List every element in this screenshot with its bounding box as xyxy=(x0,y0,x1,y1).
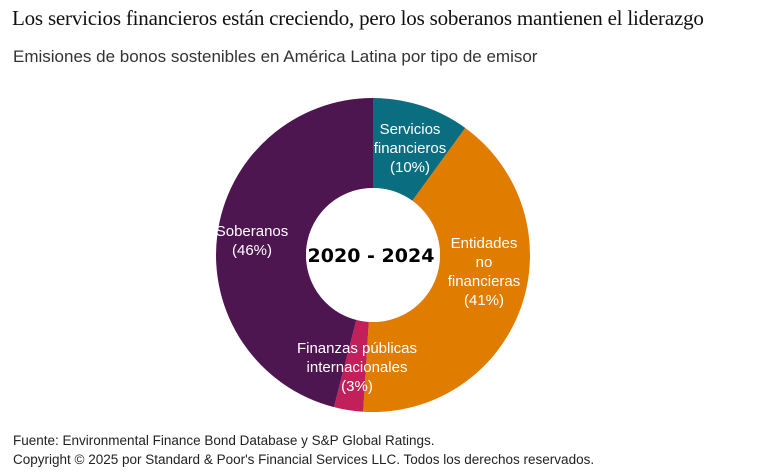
slice-label: Finanzas públicas internacionales (3%) xyxy=(297,340,417,395)
slice-label-line: (41%) xyxy=(464,292,504,309)
source-note: Fuente: Environmental Finance Bond Datab… xyxy=(13,433,435,448)
slice-label: Servicios financieros (10%) xyxy=(374,121,447,176)
slice-label-line: Servicios xyxy=(380,121,441,138)
donut-hole xyxy=(306,188,440,322)
slice-label-line: (10%) xyxy=(390,159,430,176)
slice-finanzas-públicas-internacionales xyxy=(333,319,369,412)
slice-soberanos xyxy=(215,98,373,408)
slice-label: Entidades no financieras (41%) xyxy=(448,235,521,309)
copyright-note: Copyright © 2025 por Standard & Poor's F… xyxy=(13,452,595,467)
slice-label-line: no xyxy=(476,254,493,271)
slice-label-line: financieros xyxy=(374,140,447,157)
slice-servicios-financieros xyxy=(373,98,466,201)
center-label: 2020 - 2024 xyxy=(308,245,435,267)
slice-label-line: financieras xyxy=(448,273,521,290)
slice-label-line: (46%) xyxy=(232,242,272,259)
slice-label-line: internacionales xyxy=(307,359,408,376)
slice-label-line: Soberanos xyxy=(216,223,289,240)
chart-title: Los servicios financieros están creciend… xyxy=(12,6,704,30)
slice-entidades-no-financieras xyxy=(363,127,531,413)
slice-label-line: Finanzas públicas xyxy=(297,340,417,357)
chart-subtitle: Emisiones de bonos sostenibles en Améric… xyxy=(13,47,538,66)
slice-label-line: Entidades xyxy=(451,235,518,252)
slice-label: Soberanos (46%) xyxy=(216,223,289,259)
slice-label-line: (3%) xyxy=(341,378,373,395)
